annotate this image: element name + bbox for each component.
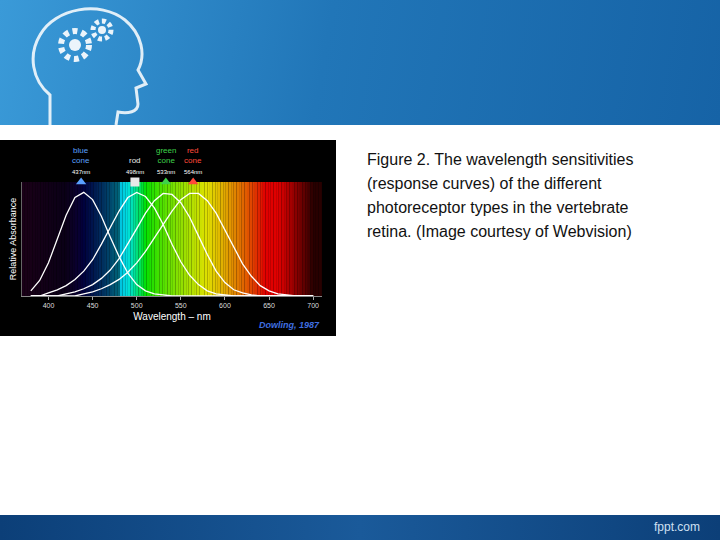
svg-text:700: 700 <box>307 302 319 309</box>
html-text:fppt.com: fppt.com <box>654 520 700 534</box>
svg-text:Dowling, 1987: Dowling, 1987 <box>259 320 320 330</box>
svg-text:650: 650 <box>263 302 275 309</box>
svg-text:564nm: 564nm <box>184 169 202 175</box>
svg-text:rod: rod <box>129 156 141 165</box>
svg-text:bluecone: bluecone <box>72 146 90 165</box>
svg-text:498nm: 498nm <box>126 169 144 175</box>
svg-text:Wavelength – nm: Wavelength – nm <box>133 311 210 322</box>
svg-text:437nm: 437nm <box>72 169 90 175</box>
svg-text:533nm: 533nm <box>157 169 175 175</box>
svg-text:450: 450 <box>87 302 99 309</box>
svg-text:greencone: greencone <box>156 146 176 165</box>
svg-text:redcone: redcone <box>184 146 202 165</box>
svg-text:Relative Absorbance: Relative Absorbance <box>8 198 18 281</box>
html-text:Figure 2. The wavelength sensi: Figure 2. The wavelength sensitivities (… <box>367 151 634 240</box>
svg-text:500: 500 <box>131 302 143 309</box>
svg-text:400: 400 <box>43 302 55 309</box>
svg-text:550: 550 <box>175 302 187 309</box>
svg-text:600: 600 <box>219 302 231 309</box>
